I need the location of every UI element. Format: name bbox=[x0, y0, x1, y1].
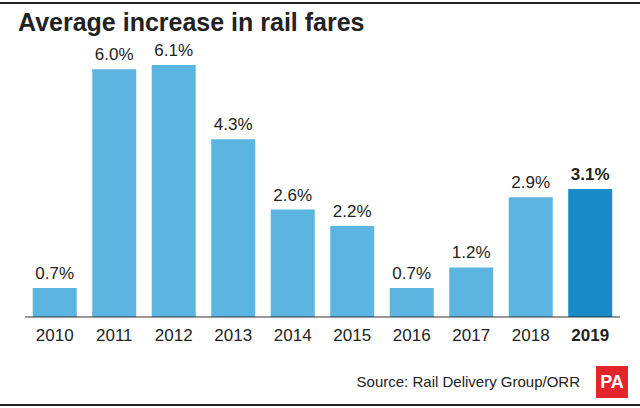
svg-text:2.2%: 2.2% bbox=[333, 202, 372, 221]
svg-text:2016: 2016 bbox=[393, 326, 431, 345]
svg-text:2019: 2019 bbox=[571, 326, 609, 345]
svg-text:2015: 2015 bbox=[333, 326, 371, 345]
svg-text:2011: 2011 bbox=[96, 326, 133, 345]
svg-text:2017: 2017 bbox=[452, 326, 490, 345]
svg-text:2.6%: 2.6% bbox=[273, 186, 312, 205]
svg-text:2.9%: 2.9% bbox=[511, 173, 550, 192]
svg-text:6.0%: 6.0% bbox=[95, 45, 134, 64]
svg-text:3.1%: 3.1% bbox=[571, 165, 610, 184]
svg-text:1.2%: 1.2% bbox=[452, 243, 491, 262]
svg-text:2013: 2013 bbox=[214, 326, 252, 345]
html-text:Source: Rail Delivery Group/OR: Source: Rail Delivery Group/ORR bbox=[356, 373, 580, 390]
svg-text:2012: 2012 bbox=[155, 326, 193, 345]
svg-text:2014: 2014 bbox=[274, 326, 312, 345]
svg-text:0.7%: 0.7% bbox=[35, 264, 74, 283]
svg-text:0.7%: 0.7% bbox=[392, 264, 431, 283]
svg-text:4.3%: 4.3% bbox=[214, 115, 253, 134]
html-text:Average increase in rail fares: Average increase in rail fares bbox=[18, 8, 365, 36]
svg-text:2018: 2018 bbox=[512, 326, 550, 345]
svg-text:2010: 2010 bbox=[36, 326, 74, 345]
html-text:PA: PA bbox=[600, 371, 624, 392]
svg-text:6.1%: 6.1% bbox=[154, 41, 193, 60]
